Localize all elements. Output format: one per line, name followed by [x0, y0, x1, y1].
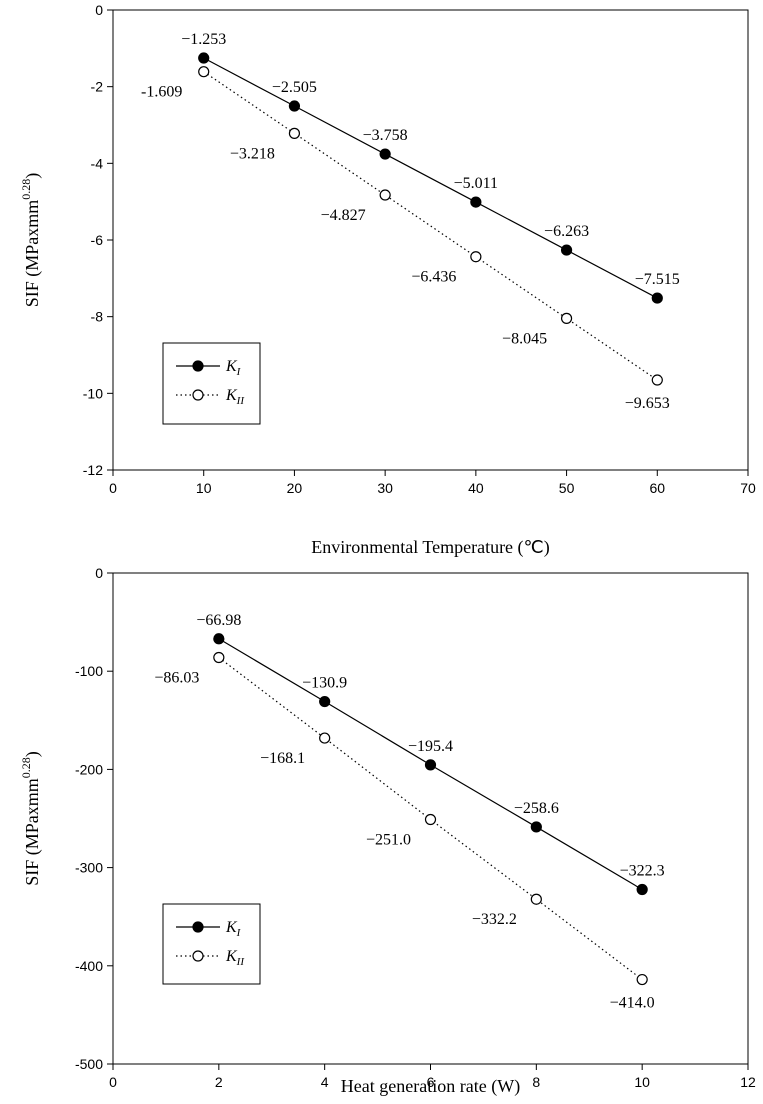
- y-tick-label: 0: [95, 565, 103, 581]
- y-axis-label: SIF (MPaxmm0.28): [19, 173, 43, 308]
- data-point: [213, 633, 225, 645]
- data-point: [530, 893, 542, 905]
- y-tick-label: -4: [91, 155, 104, 171]
- y-tick-label: 0: [95, 2, 103, 18]
- data-label: −1.253: [181, 31, 226, 48]
- data-point: [560, 244, 573, 256]
- legend-label: KI: [225, 919, 242, 939]
- x-tick-label: 4: [321, 1074, 329, 1090]
- x-tick-label: 2: [215, 1074, 223, 1090]
- data-point: [470, 251, 482, 263]
- x-tick-label: 60: [649, 480, 665, 496]
- data-point: [530, 821, 542, 833]
- legend-box: [162, 903, 261, 985]
- data-label: −251.0: [366, 831, 411, 848]
- x-tick-label: 10: [196, 480, 212, 496]
- data-label: −8.045: [502, 330, 547, 347]
- data-point: [470, 196, 482, 208]
- x-tick-label: 20: [287, 480, 303, 496]
- y-tick-label: -300: [75, 860, 103, 876]
- x-tick-label: 0: [109, 480, 117, 496]
- data-label: −130.9: [302, 675, 347, 692]
- y-tick-label: -8: [91, 309, 104, 325]
- y-tick-label: -500: [75, 1056, 103, 1072]
- data-label: −6.263: [544, 223, 589, 240]
- y-tick-label: -200: [75, 761, 103, 777]
- legend-marker: [192, 921, 204, 933]
- data-label: −414.0: [610, 995, 655, 1012]
- data-label: −7.515: [635, 271, 680, 288]
- x-tick-label: 70: [740, 480, 756, 496]
- data-label: −66.98: [196, 612, 241, 629]
- data-label: −168.1: [260, 750, 305, 767]
- data-label: −322.3: [620, 862, 665, 879]
- data-label: −9.653: [625, 395, 670, 412]
- x-tick-label: 0: [109, 1074, 117, 1090]
- legend-marker: [192, 389, 204, 401]
- x-tick-label: 50: [559, 480, 575, 496]
- data-point: [213, 651, 225, 664]
- data-point: [424, 813, 437, 826]
- y-tick-label: -400: [75, 958, 103, 974]
- data-point: [636, 883, 648, 896]
- data-point: [379, 189, 391, 201]
- y-tick-label: -100: [75, 663, 103, 679]
- data-label: −3.758: [363, 127, 408, 144]
- data-point: [636, 973, 648, 986]
- data-label: −4.827: [321, 207, 366, 224]
- legend-label: KII: [225, 948, 245, 968]
- data-point: [319, 695, 331, 708]
- y-axis-label: SIF (MPaxmm0.28): [19, 751, 43, 886]
- data-point: [651, 292, 663, 304]
- data-point: [379, 148, 391, 160]
- data-point: [198, 52, 210, 64]
- data-label: −86.03: [154, 669, 199, 686]
- data-point: [288, 127, 301, 139]
- legend-marker: [192, 950, 204, 962]
- data-label: -1.609: [141, 84, 182, 101]
- data-point: [288, 100, 301, 112]
- legend: KI KII: [162, 903, 261, 985]
- y-tick-label: -2: [91, 79, 104, 95]
- data-point: [198, 66, 210, 78]
- y-tick-label: -12: [83, 462, 103, 478]
- legend: KI KII: [162, 342, 261, 425]
- y-tick-label: -10: [83, 385, 103, 401]
- x-tick-label: 10: [634, 1074, 650, 1090]
- legend-box: [162, 342, 261, 425]
- x-tick-label: 8: [532, 1074, 540, 1090]
- data-point: [319, 732, 331, 744]
- legend-marker: [192, 360, 204, 372]
- x-axis-label: Heat generation rate (W): [341, 1076, 520, 1097]
- series-line-1: [203, 57, 658, 299]
- legend-label: KI: [225, 358, 242, 378]
- legend-label: KII: [225, 387, 245, 407]
- x-axis-label: Environmental Temperature (℃): [311, 537, 550, 558]
- data-label: −2.505: [272, 79, 317, 96]
- x-tick-label: 6: [427, 1074, 435, 1090]
- data-label: −258.6: [514, 800, 559, 817]
- data-point: [424, 759, 437, 771]
- data-label: −195.4: [408, 738, 453, 755]
- data-point: [560, 312, 573, 324]
- x-tick-label: 12: [740, 1074, 756, 1090]
- x-tick-label: 30: [377, 480, 393, 496]
- data-label: −6.436: [411, 269, 456, 286]
- data-label: −3.218: [230, 145, 275, 162]
- data-point: [651, 374, 663, 386]
- data-label: −332.2: [472, 911, 517, 928]
- x-tick-label: 40: [468, 480, 484, 496]
- chart-1: 0 10 20 30 40 50 60 70 0 -2 -4 -6 -8 -10 -12 Environmen…: [19, 2, 756, 558]
- y-tick-label: -6: [91, 232, 104, 248]
- series-line-2: [203, 71, 658, 381]
- chart-2: 0 2 4 6 8 10 12 0 -100 -200 -300 -400 -500 Heat gener…: [19, 565, 756, 1097]
- data-label: −5.011: [454, 175, 498, 192]
